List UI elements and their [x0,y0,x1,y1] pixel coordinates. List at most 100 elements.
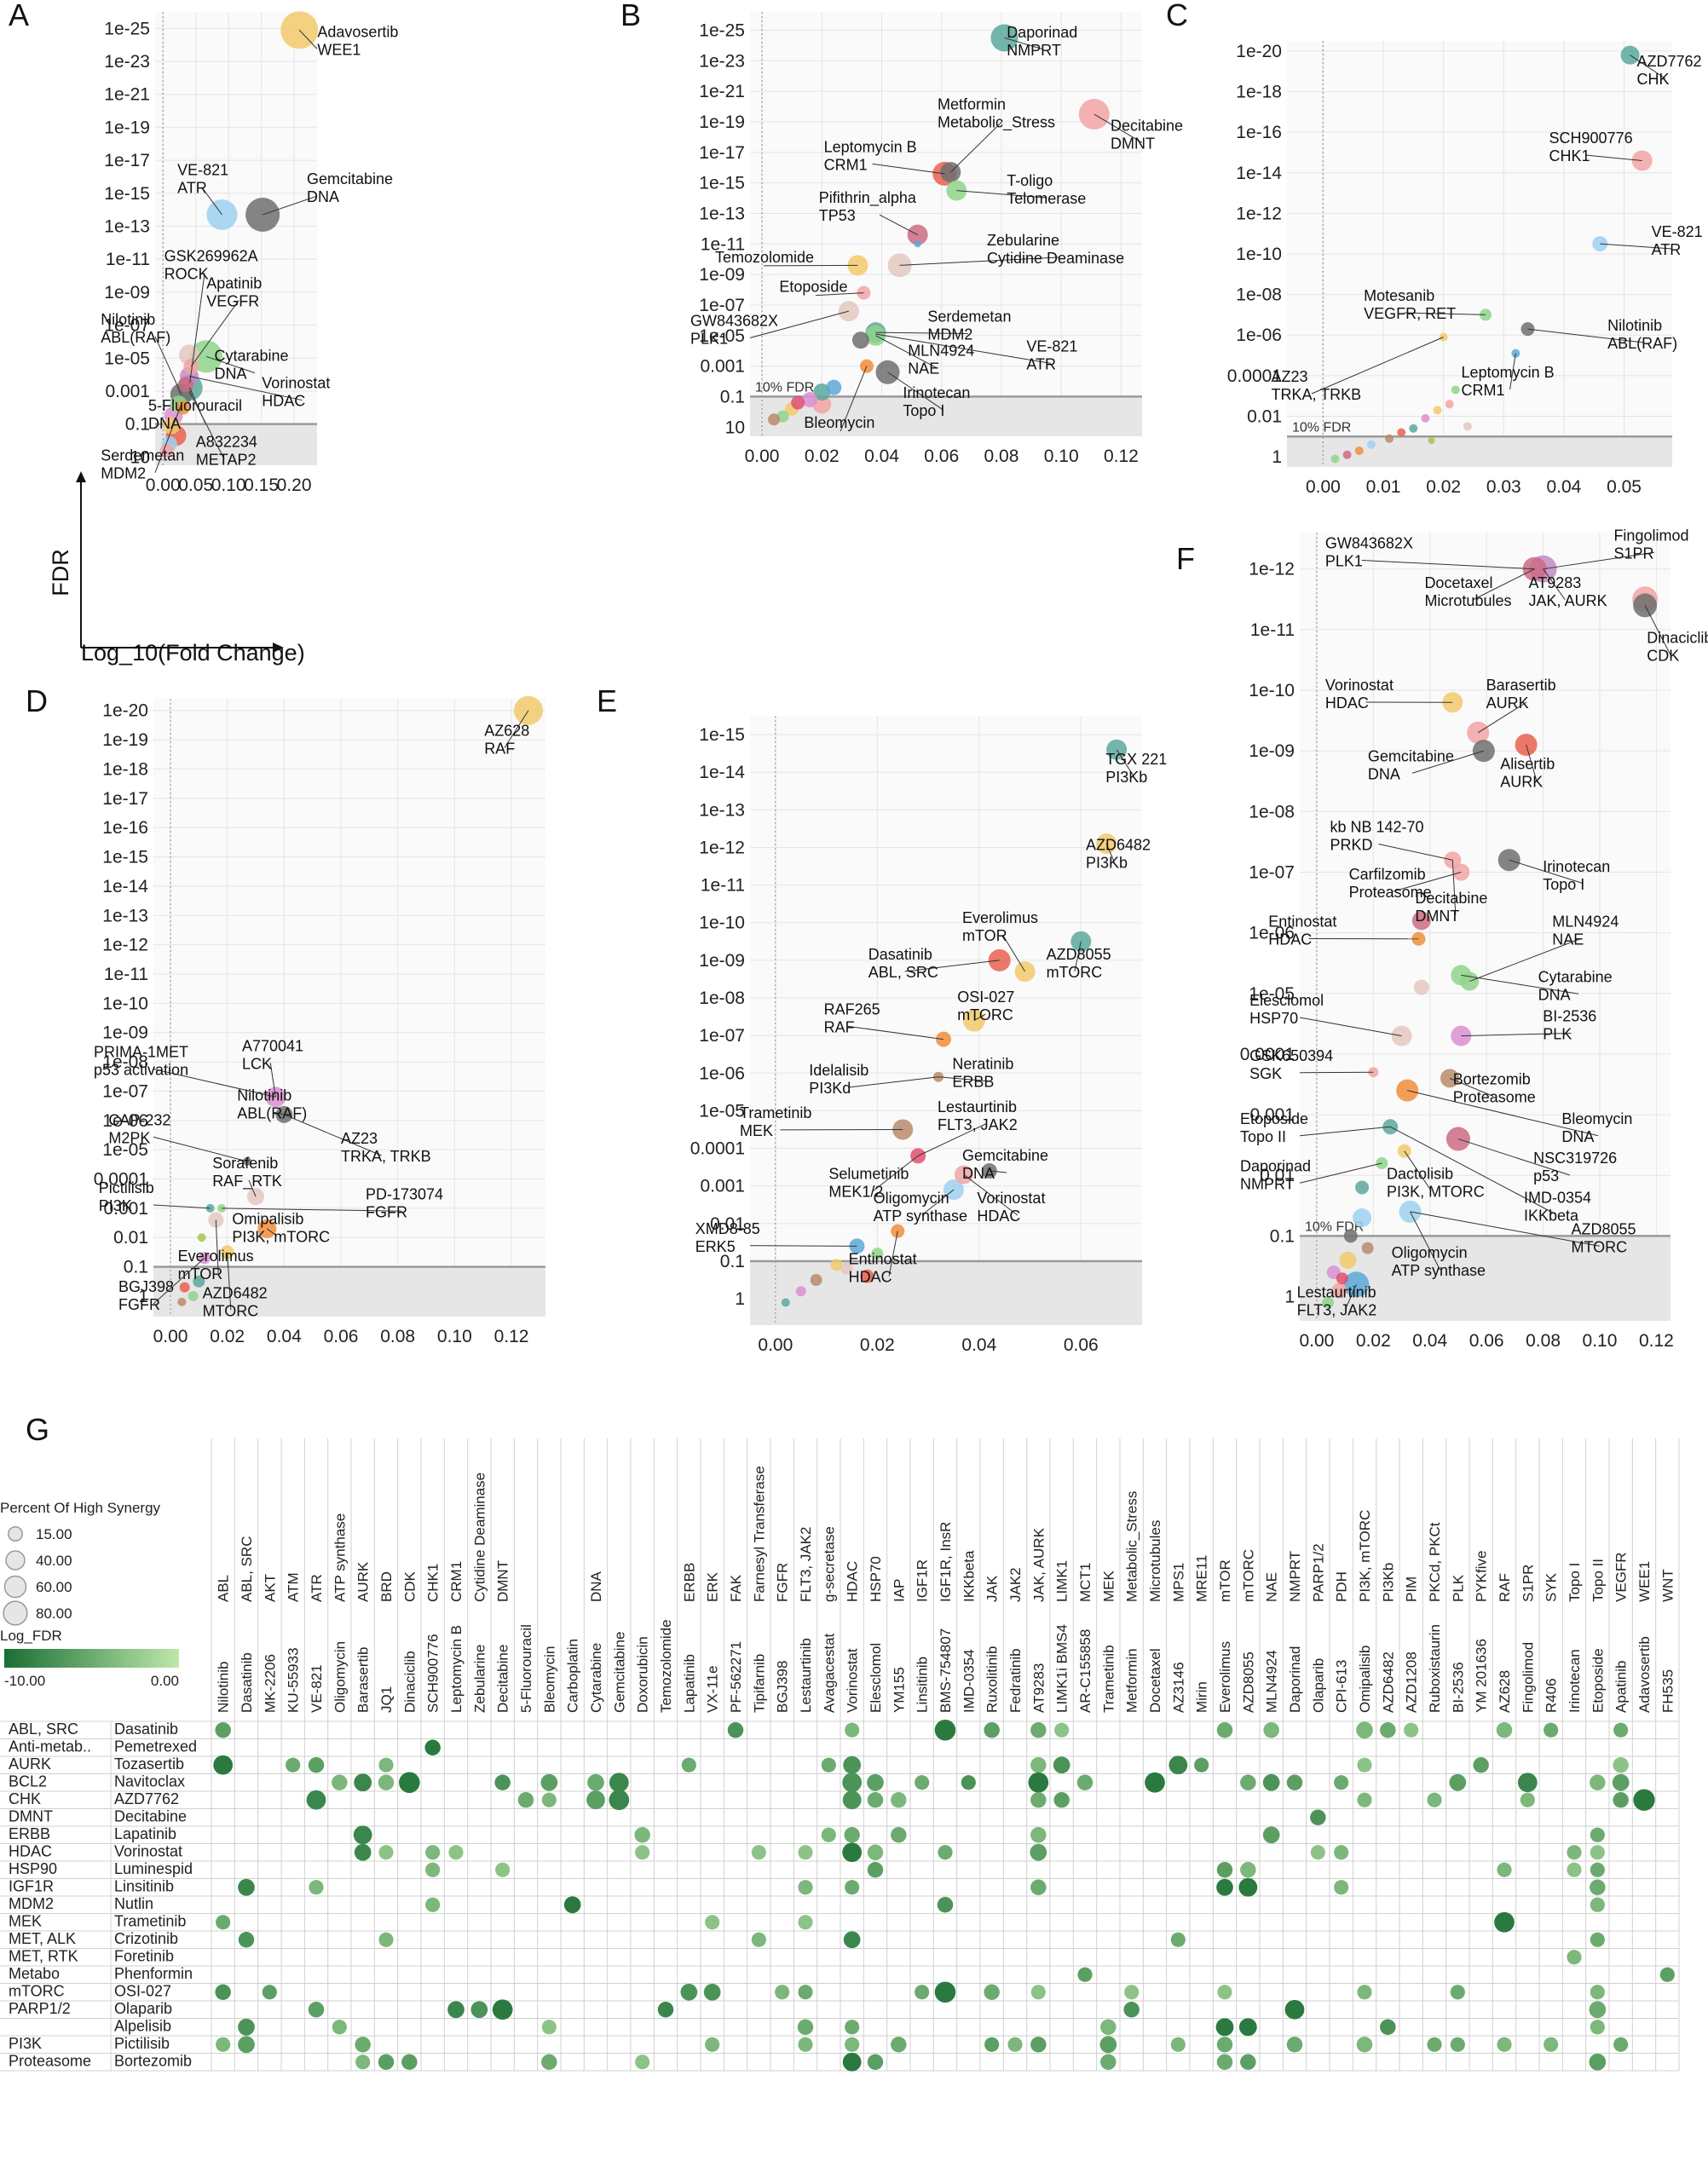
column-target-label: DNA [588,1571,604,1602]
point-annotation: Omipalisib PI3K, mTORC [232,1210,330,1245]
column-target-label: ABL [216,1575,232,1602]
column-target-label: PIM [1404,1576,1420,1602]
x-tick-label: 0.03 [1486,477,1521,497]
heatmap-panel: G ABL Nilotinib ABL, SRC Dasatinib AKT MK-2206… [0,1412,1680,2072]
row-drug-label: Decitabine [114,1808,187,1825]
heatmap-cell-dot [495,1862,511,1877]
point-annotation: Serdemetan MDM2 [927,308,1011,343]
row-drug-label: Trametinib [114,1913,186,1930]
column-target-label: g-secretase [821,1526,837,1602]
column-drug-label: BMS-754807 [938,1628,954,1713]
annotation-leader [188,390,225,459]
point-annotation: Gemcitabine DNA [307,170,393,205]
y-tick-label: 0.1 [125,415,150,435]
heatmap-cell-dot [1450,1985,1465,2000]
data-point [768,413,781,426]
y-tick-label: 1e-06 [699,1063,745,1083]
column-drug-label: Carboplatin [565,1639,581,1713]
data-point [188,1290,199,1301]
size-legend-value: 60.00 [36,1579,72,1595]
heatmap-cell-dot [1123,2002,1140,2018]
heatmap-cell-dot [1590,1985,1605,2000]
annotation-leader [1345,1284,1357,1310]
heatmap-cell-dot [867,1862,884,1878]
y-tick-label: 0.0001 [1240,1045,1295,1064]
y-tick-label: 1e-12 [1249,560,1295,579]
heatmap-cell-dot [309,1880,324,1895]
y-tick-label: 1e-06 [1249,924,1295,943]
heatmap-cell-dot [541,2020,557,2035]
scatter-panel-a: 1e-25 1e-23 1e-21 1e-19 1e-17 1e-15 1e-13 1e-11… [9,0,398,666]
point-annotation: Dinaciclib CDK [1647,630,1708,665]
point-annotation: Pictilisib PI3K [99,1179,154,1214]
annotation-leader [1509,353,1516,390]
annotation-leader [872,163,945,175]
heatmap-cell-dot [1217,1985,1232,2000]
annotation-leader [1477,701,1527,734]
annotation-leader [921,1189,955,1216]
heatmap-cell-dot [1567,1862,1582,1877]
heatmap-cell-dot [1567,1845,1582,1860]
row-drug-label: Dasatinib [114,1721,178,1738]
annotation-leader [284,1114,382,1156]
column-target-label: PKCd, PKCt [1427,1522,1443,1602]
heatmap-cell-dot [1216,1878,1233,1896]
row-target-label: MEK [9,1913,42,1930]
heatmap-cell-dot [984,2037,1000,2052]
column-target-label: ATM [286,1572,302,1602]
point-annotation: Irinotecan Topo I [1543,858,1610,893]
data-point [1397,428,1406,437]
heatmap-cell-dot [1613,1722,1629,1738]
point-annotation: Serdemetan MDM2 [101,447,184,482]
data-point [1428,437,1435,445]
column-target-label: PARP1/2 [1310,1543,1326,1602]
y-tick-label: 1e-08 [1249,802,1295,821]
y-tick-label: 1e-21 [699,82,745,101]
y-tick-label: 0.01 [710,1214,745,1234]
point-annotation: NSC319726 p53 [1533,1150,1617,1184]
column-target-label: JAK, AURK [1030,1527,1047,1602]
y-tick-label: 10 [130,447,150,467]
annotation-leader [956,190,1047,199]
annotation-leader [1644,605,1671,655]
annotation-leader [848,1025,944,1040]
heatmap-cell-dot [843,1931,861,1949]
non-significant-region [750,1260,1142,1325]
data-point [1339,1251,1357,1269]
point-annotation: VE-821 ATR [177,162,228,197]
data-point [1421,413,1430,423]
point-annotation: Alisertib AURK [1500,756,1555,791]
column-drug-label: Fingolimod [1520,1642,1536,1713]
y-tick-label: 0.1 [124,1258,148,1277]
heatmap-cell-dot [1357,1757,1372,1772]
x-tick-label: 0.02 [210,1327,245,1346]
heatmap-cell-dot [378,1757,394,1772]
row-drug-label: Navitoclax [114,1773,185,1790]
column-target-label: AKT [262,1574,278,1602]
y-tick-label: 0.0001 [1227,366,1282,386]
heatmap-cell-dot [657,2002,674,2018]
heatmap-cell-dot [609,1772,629,1793]
column-target-label: PYKfive [1474,1551,1490,1602]
heatmap-cell-dot [425,1862,441,1877]
point-annotation: Cytarabine DNA [215,348,289,383]
heatmap-cell-dot [1357,1792,1372,1807]
heatmap-cell-dot [1449,1773,1467,1791]
y-tick-label: 1e-10 [1249,681,1295,700]
annotation-leader [1004,37,1044,50]
column-target-label: IGF1R [915,1559,931,1602]
y-tick-label: 1e-10 [1236,245,1282,264]
heatmap-cell-dot [842,2052,862,2072]
point-annotation: Oligomycin ATP synthase [1392,1244,1486,1279]
column-drug-label: JQ1 [378,1686,395,1713]
point-annotation: MLN4924 NAE [1552,914,1619,948]
heatmap-cell-dot [751,1932,766,1947]
heatmap-cell-dot [353,1825,372,1845]
color-legend-title: Log_FDR [0,1628,62,1644]
y-tick-label: 10 [725,418,745,437]
column-drug-label: AZD8055 [1240,1651,1256,1713]
annotation-leader [1116,749,1134,777]
heatmap-cell-dot [1590,1845,1605,1860]
scatter-panel-b: 10% FDR 1e-25 1e-23 1e-21 1e-19 1e-17 1e-15 1e-… [620,0,1183,466]
heatmap-cell-dot [1404,1722,1419,1738]
